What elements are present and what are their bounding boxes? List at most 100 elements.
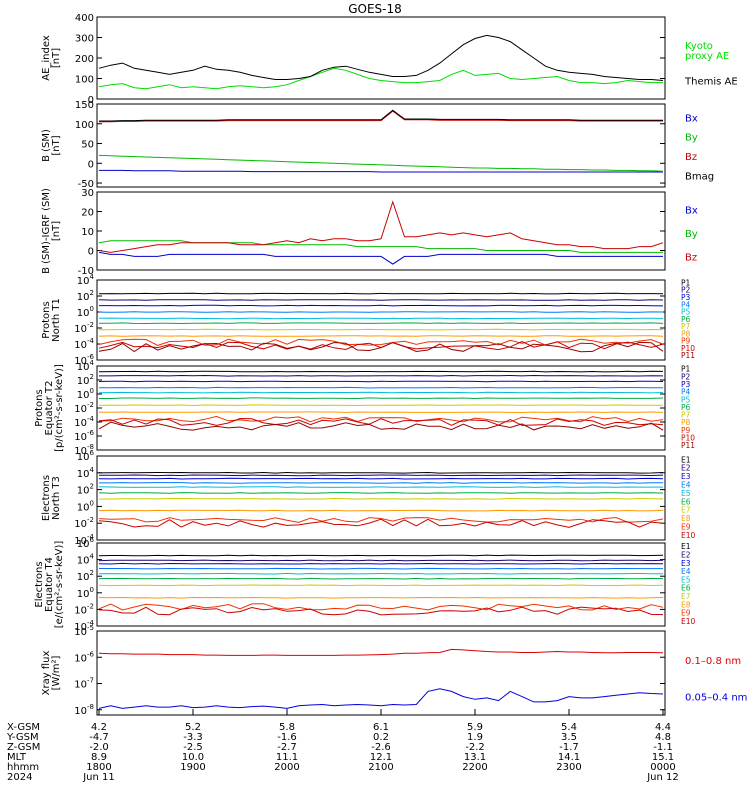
y-tick-label: 10-2 bbox=[74, 401, 94, 415]
time-row-value: -2.5 bbox=[183, 742, 203, 753]
time-row-value: -1.1 bbox=[653, 742, 673, 753]
y-tick-label: 106 bbox=[77, 449, 95, 463]
y-tick-label: 10-2 bbox=[74, 516, 94, 530]
legend-label: P7 bbox=[681, 322, 691, 331]
series-line bbox=[98, 67, 663, 90]
series-line bbox=[98, 497, 664, 500]
y-axis-label: [W/m²] bbox=[51, 655, 62, 690]
y-tick-label: 100 bbox=[77, 387, 94, 401]
legend-label: E2 bbox=[681, 551, 691, 560]
y-tick-label: 10 bbox=[81, 227, 94, 238]
time-row-label: hhmm bbox=[7, 762, 39, 773]
y-tick-label: 104 bbox=[77, 553, 95, 567]
y-axis-label: B (SM) bbox=[41, 129, 52, 162]
series-line bbox=[99, 397, 664, 400]
y-tick-label: -10 bbox=[78, 266, 94, 277]
time-row-label: 2024 bbox=[7, 772, 32, 783]
series-line bbox=[98, 554, 664, 557]
y-tick-label: 100 bbox=[75, 120, 94, 131]
series-line bbox=[98, 417, 664, 426]
legend-label: E7 bbox=[681, 506, 691, 515]
time-row-value: 1800 bbox=[86, 762, 111, 773]
legend-label: P10 bbox=[681, 344, 695, 353]
legend-label: 0.05–0.4 nm bbox=[685, 692, 747, 703]
y-axis-label: [e/(cm²-s-sr-keV)] bbox=[54, 541, 65, 629]
time-row-value: 11.1 bbox=[276, 752, 298, 763]
time-row-value: 15.1 bbox=[652, 752, 674, 763]
legend-label: P8 bbox=[681, 329, 691, 338]
panel-frame bbox=[96, 103, 666, 188]
series-line bbox=[98, 562, 664, 565]
panel-frame bbox=[96, 16, 666, 100]
y-tick-label: 10-4 bbox=[74, 337, 94, 351]
y-axis-label: B (SM)-IGRF (SM) bbox=[41, 188, 52, 274]
panel-bigrf: -10 0 10 20 30 B (SM)-IGRF (SM) [nT] Bx By Bz bbox=[41, 188, 698, 277]
time-row-value: 8.9 bbox=[91, 752, 107, 763]
time-row-value: 2300 bbox=[556, 762, 581, 773]
time-axis-table: X-GSM 4.2 5.2 5.8 6.1 5.9 5.4 4.4Y-GSM -4.7 -3.3-… bbox=[6, 709, 679, 783]
time-row-value: -2.0 bbox=[89, 742, 109, 753]
series-line bbox=[98, 688, 664, 709]
y-tick-label: 100 bbox=[75, 75, 94, 86]
time-row-value: 2100 bbox=[368, 762, 393, 773]
chart-title: GOES-18 bbox=[348, 2, 402, 16]
y-axis-label: Equator T4 bbox=[44, 557, 55, 612]
legend-label: E3 bbox=[681, 472, 691, 481]
series-line bbox=[98, 421, 664, 431]
time-row-label: MLT bbox=[7, 752, 27, 763]
time-row-value: 13.1 bbox=[464, 752, 486, 763]
time-row-value: -1.6 bbox=[277, 732, 297, 743]
time-row-value: 12.1 bbox=[370, 752, 392, 763]
time-row-value: -2.7 bbox=[277, 742, 297, 753]
y-axis-label: [nT] bbox=[51, 221, 62, 241]
y-tick-label: 106 bbox=[77, 536, 95, 550]
time-row-value: 2200 bbox=[462, 762, 487, 773]
series-line bbox=[98, 311, 664, 313]
legend-label: proxy AE bbox=[685, 51, 729, 62]
time-row-value: -3.3 bbox=[183, 732, 203, 743]
y-axis-label: North T3 bbox=[51, 476, 62, 520]
y-tick-label: 10-5 bbox=[74, 624, 94, 638]
y-axis-label: Equator T2 bbox=[44, 381, 55, 436]
legend-label: P5 bbox=[681, 395, 691, 404]
legend-label: E7 bbox=[681, 592, 691, 601]
y-axis-label: [nT] bbox=[51, 48, 62, 68]
series-line bbox=[98, 338, 664, 346]
series-line bbox=[98, 200, 664, 253]
time-row-value: -2.2 bbox=[465, 742, 485, 753]
y-axis-label: Protons bbox=[34, 389, 45, 426]
series-line bbox=[98, 509, 664, 512]
y-tick-label: 102 bbox=[77, 569, 94, 583]
legend-label: P2 bbox=[681, 286, 691, 295]
time-row-value: Jun 12 bbox=[646, 772, 679, 783]
panel-frame bbox=[96, 542, 666, 627]
legend-label: E5 bbox=[681, 575, 691, 584]
y-tick-label: 10-6 bbox=[74, 429, 94, 443]
legend-label: P5 bbox=[681, 308, 691, 317]
series-line bbox=[98, 606, 664, 616]
series-line bbox=[98, 251, 663, 265]
series-line bbox=[99, 374, 664, 377]
time-row-value: 0.2 bbox=[373, 732, 389, 743]
legend-label: E4 bbox=[681, 567, 691, 576]
y-tick-label: 10-7 bbox=[74, 677, 94, 691]
legend-label: Kyoto bbox=[685, 41, 713, 52]
time-row-value: -1.7 bbox=[559, 742, 579, 753]
legend-label: P3 bbox=[681, 293, 691, 302]
legend-label: Bx bbox=[685, 113, 698, 124]
y-tick-label: 10-6 bbox=[74, 650, 94, 664]
y-tick-label: 102 bbox=[77, 289, 94, 303]
y-tick-label: 0 bbox=[88, 247, 94, 258]
legend-label: P2 bbox=[681, 372, 691, 381]
legend-label: Bmag bbox=[685, 171, 714, 182]
series-line bbox=[98, 391, 664, 394]
series-line bbox=[98, 317, 664, 320]
panel-frame bbox=[96, 191, 666, 271]
legend-label: E1 bbox=[681, 455, 691, 464]
series-line bbox=[99, 482, 664, 484]
time-row-value: 3.5 bbox=[561, 732, 577, 743]
series-line bbox=[98, 577, 664, 580]
